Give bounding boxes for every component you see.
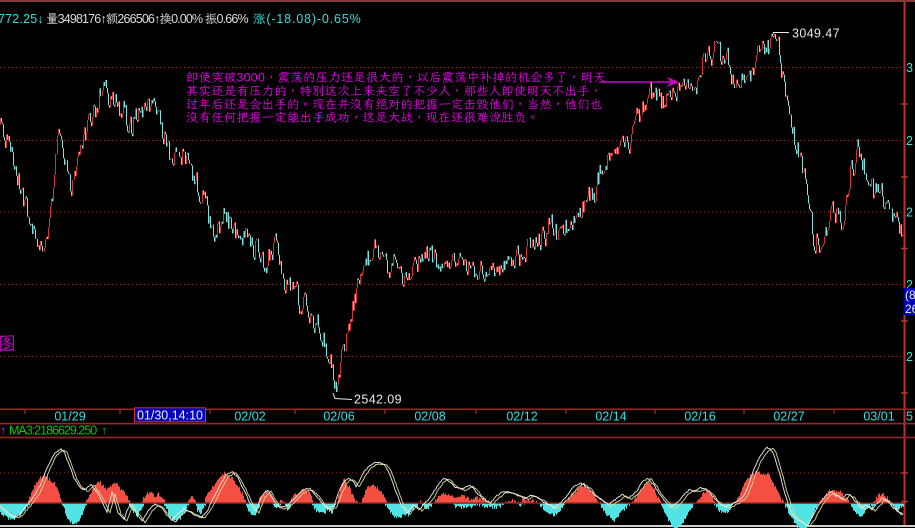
svg-text:02/02: 02/02 [234, 410, 265, 424]
svg-text:772.25↓: 772.25↓ [0, 12, 44, 26]
svg-text:MA3:2186629.250: MA3:2186629.250 [9, 424, 97, 438]
svg-text:01/29: 01/29 [54, 410, 85, 424]
svg-text:02/14: 02/14 [595, 410, 626, 424]
svg-text:涨(-18.08)-0.65%: 涨(-18.08)-0.65% [253, 12, 362, 26]
svg-text:2542.09: 2542.09 [354, 393, 402, 407]
svg-text:5: 5 [906, 410, 913, 424]
svg-text:2: 2 [906, 134, 913, 148]
svg-text:过年后还是会出手的。现在并没有绝对的把握一定击毁他们，当然，: 过年后还是会出手的。现在并没有绝对的把握一定击毁他们，当然，他们也 [186, 97, 602, 111]
svg-text:02/16: 02/16 [684, 410, 715, 424]
svg-text:(8: (8 [905, 288, 915, 302]
svg-text:3: 3 [906, 61, 913, 75]
svg-text:↑: ↑ [101, 424, 107, 438]
svg-text:没有任何把握一定能出手成功，这是大战，现在还很难说胜负。: 没有任何把握一定能出手成功，这是大战，现在还很难说胜负。 [186, 111, 539, 125]
svg-text:图: 图 [0, 334, 17, 355]
svg-text:02/12: 02/12 [506, 410, 537, 424]
svg-text:01/30,14:10: 01/30,14:10 [137, 409, 203, 423]
svg-text:2: 2 [906, 206, 913, 220]
svg-text:26: 26 [905, 302, 915, 316]
svg-text:其实还是有压力的，特别这次上来夹空了不少人，那些人即使明天不: 其实还是有压力的，特别这次上来夹空了不少人，那些人即使明天不出手， [186, 84, 602, 98]
svg-text:量3498176↑额266506↑换0.00% 振0.66%: 量3498176↑额266506↑换0.00% 振0.66% [46, 12, 248, 26]
svg-text:03/01: 03/01 [863, 410, 894, 424]
svg-text:02/27: 02/27 [773, 410, 804, 424]
svg-text:2: 2 [906, 278, 913, 292]
svg-text:02/08: 02/08 [414, 410, 445, 424]
svg-text:↑: ↑ [0, 424, 6, 438]
svg-text:3049.47: 3049.47 [792, 27, 840, 41]
svg-text:即使突破3000，震荡的压力还是很大的，以后震荡中补掉的机会: 即使突破3000，震荡的压力还是很大的，以后震荡中补掉的机会多了，明天 [186, 71, 606, 85]
svg-text:2: 2 [906, 350, 913, 364]
svg-text:02/06: 02/06 [323, 410, 354, 424]
